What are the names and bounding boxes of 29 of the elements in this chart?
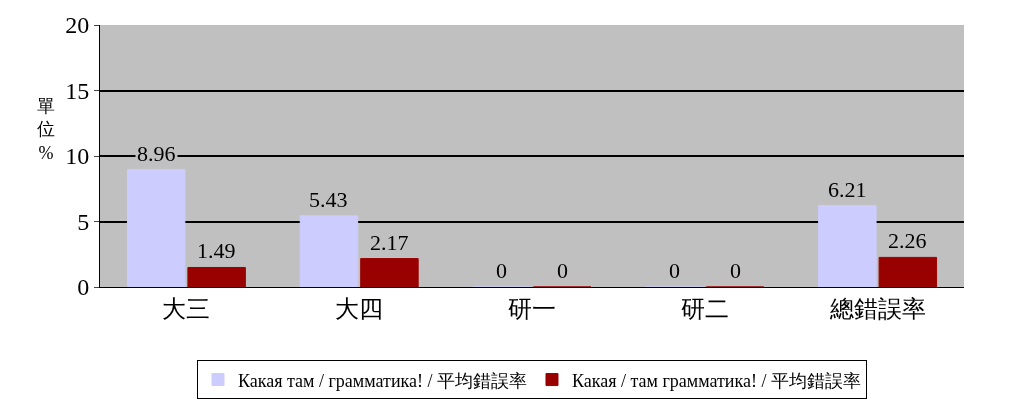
bar [299,215,359,287]
legend-label: Какая там / грамматика! / 平均錯誤率 [238,370,527,391]
data-label: 1.49 [197,238,236,263]
y-tick-label: 15 [65,77,90,104]
x-tick-label: 總錯誤率 [828,295,926,322]
x-tick-label: 大四 [335,295,384,322]
data-label: 0 [496,258,507,283]
data-label: 6.21 [828,177,867,202]
data-label: 2.26 [888,228,927,253]
bar [187,266,246,287]
y-axis-title: 單位% [37,96,55,163]
data-label: 5.43 [309,187,348,212]
data-label: 0 [730,258,741,283]
bar [360,258,419,287]
data-label: 2.17 [370,230,409,255]
legend-label: Какая / там грамматика! / 平均錯誤率 [571,370,861,391]
data-label: 0 [669,258,680,283]
bar [818,205,877,287]
x-tick-label: 研二 [680,295,729,322]
y-tick-label: 10 [65,143,90,170]
x-tick-label: 研一 [508,295,556,322]
y-tick-label: 20 [65,12,90,39]
y-tick-label: 0 [77,274,90,301]
data-label: 8.96 [137,141,176,166]
bar [126,169,186,287]
y-tick-label: 5 [77,208,90,235]
data-label: 0 [557,258,568,283]
bar [878,256,938,287]
x-tick-label: 大三 [162,295,211,322]
